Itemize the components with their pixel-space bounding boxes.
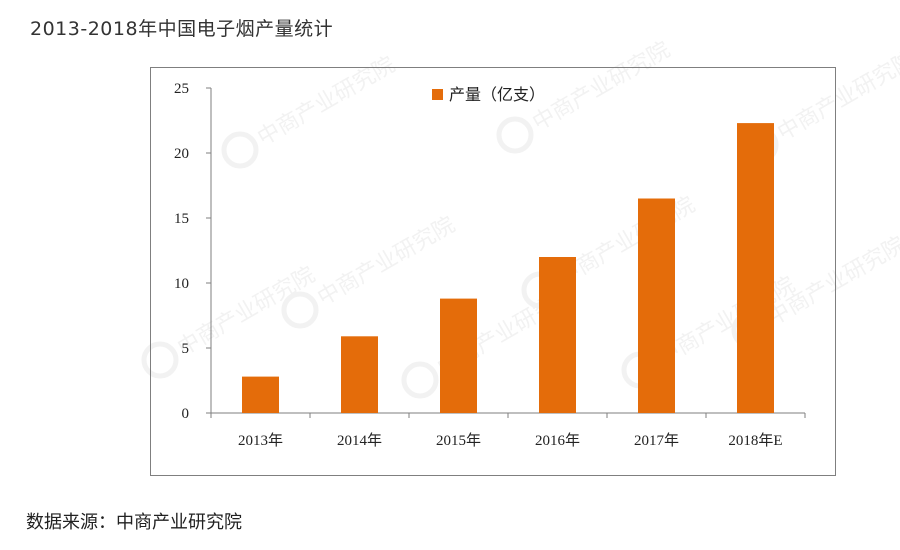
chart-legend: 产量（亿支） bbox=[432, 85, 545, 104]
watermark-logo bbox=[496, 116, 534, 154]
chart-title: 2013-2018年中国电子烟产量统计 bbox=[30, 18, 334, 40]
bar-series bbox=[242, 123, 774, 413]
watermark-text: 中商产业研究院 bbox=[774, 47, 900, 146]
chart-axes: 0 5 10 15 20 25 2013年 2014年 2015年 2016年 2017年 2018年… bbox=[174, 81, 806, 449]
y-tick-label: 10 bbox=[174, 276, 189, 292]
legend-label: 产量（亿支） bbox=[449, 85, 545, 104]
bar-6 bbox=[737, 123, 774, 413]
watermark-text: 中商产业研究院 bbox=[529, 37, 675, 136]
watermark-logo bbox=[401, 361, 439, 399]
y-tick-label: 15 bbox=[174, 211, 189, 227]
bar-1 bbox=[242, 376, 279, 413]
watermark-text: 中商产业研究院 bbox=[254, 52, 400, 151]
x-tick-label: 2017年 bbox=[634, 432, 679, 449]
watermark-logo bbox=[281, 291, 319, 329]
data-source-note: 数据来源：中商产业研究院 bbox=[26, 512, 242, 533]
x-tick-label: 2014年 bbox=[337, 432, 382, 449]
legend-swatch bbox=[432, 89, 443, 100]
y-tick-label: 25 bbox=[174, 81, 189, 97]
x-tick-label: 2013年 bbox=[238, 432, 283, 449]
x-tick-label: 2015年 bbox=[436, 432, 481, 449]
y-tick-label: 0 bbox=[182, 406, 190, 422]
bar-3 bbox=[440, 298, 477, 413]
bar-5 bbox=[638, 198, 675, 413]
watermark-logo bbox=[141, 341, 179, 379]
bar-4 bbox=[539, 257, 576, 413]
y-tick-label: 20 bbox=[174, 146, 189, 162]
watermark-text: 中商产业研究院 bbox=[314, 212, 460, 311]
watermark-logo bbox=[221, 131, 259, 169]
bar-2 bbox=[341, 336, 378, 413]
x-tick-label: 2016年 bbox=[535, 432, 580, 449]
y-tick-label: 5 bbox=[182, 341, 190, 357]
x-tick-label: 2018年E bbox=[728, 432, 782, 449]
watermark-text: 中商产业研究院 bbox=[174, 262, 320, 361]
